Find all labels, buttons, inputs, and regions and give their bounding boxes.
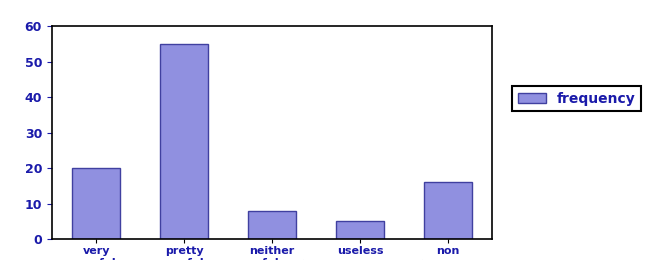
Bar bbox=[336, 222, 384, 239]
Bar bbox=[424, 182, 472, 239]
Bar bbox=[160, 44, 208, 239]
Legend: frequency: frequency bbox=[513, 86, 641, 111]
Bar bbox=[248, 211, 296, 239]
Bar bbox=[72, 168, 121, 239]
